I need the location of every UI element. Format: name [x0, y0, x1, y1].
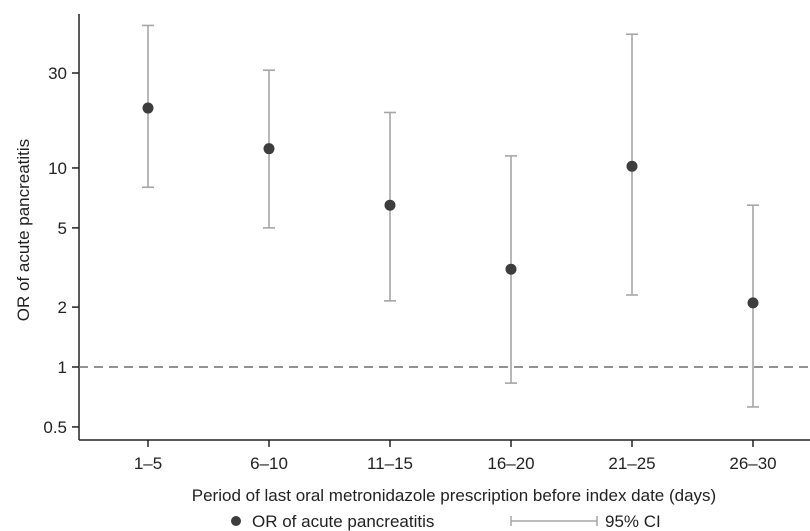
legend-point-marker: [231, 516, 241, 526]
y-tick-label: 2: [58, 298, 67, 317]
points: [142, 102, 759, 309]
legend-ci-marker: [510, 516, 598, 526]
data-point: [142, 102, 154, 114]
y-tick-label: 30: [48, 64, 67, 83]
errorbars: [142, 24, 759, 408]
y-tick-label: 5: [58, 219, 67, 238]
data-point: [384, 199, 396, 211]
legend-ci-label: 95% CI: [605, 512, 661, 531]
legend: OR of acute pancreatitis 95% CI: [231, 512, 661, 531]
y-ticks: 0.5 1 2 5 10 30: [43, 64, 79, 437]
x-tick-label: 11–15: [367, 454, 413, 473]
data-point: [263, 143, 275, 155]
x-tick-label: 6–10: [250, 454, 288, 473]
x-ticks: 1–5 6–10 11–15 16–20 21–25 26–30: [134, 440, 777, 473]
legend-point-label: OR of acute pancreatitis: [252, 512, 434, 531]
data-point: [747, 297, 759, 309]
y-tick-label: 0.5: [43, 418, 67, 437]
x-axis-title: Period of last oral metronidazole prescr…: [192, 486, 716, 505]
y-tick-label: 10: [48, 159, 67, 178]
data-point: [505, 263, 517, 275]
y-tick-label: 1: [58, 358, 67, 377]
x-tick-label: 1–5: [134, 454, 162, 473]
y-axis-title: OR of acute pancreatitis: [14, 139, 33, 321]
data-point: [626, 160, 638, 172]
x-tick-label: 26–30: [729, 454, 776, 473]
x-tick-label: 21–25: [608, 454, 655, 473]
axes: [78, 14, 810, 441]
x-tick-label: 16–20: [487, 454, 534, 473]
